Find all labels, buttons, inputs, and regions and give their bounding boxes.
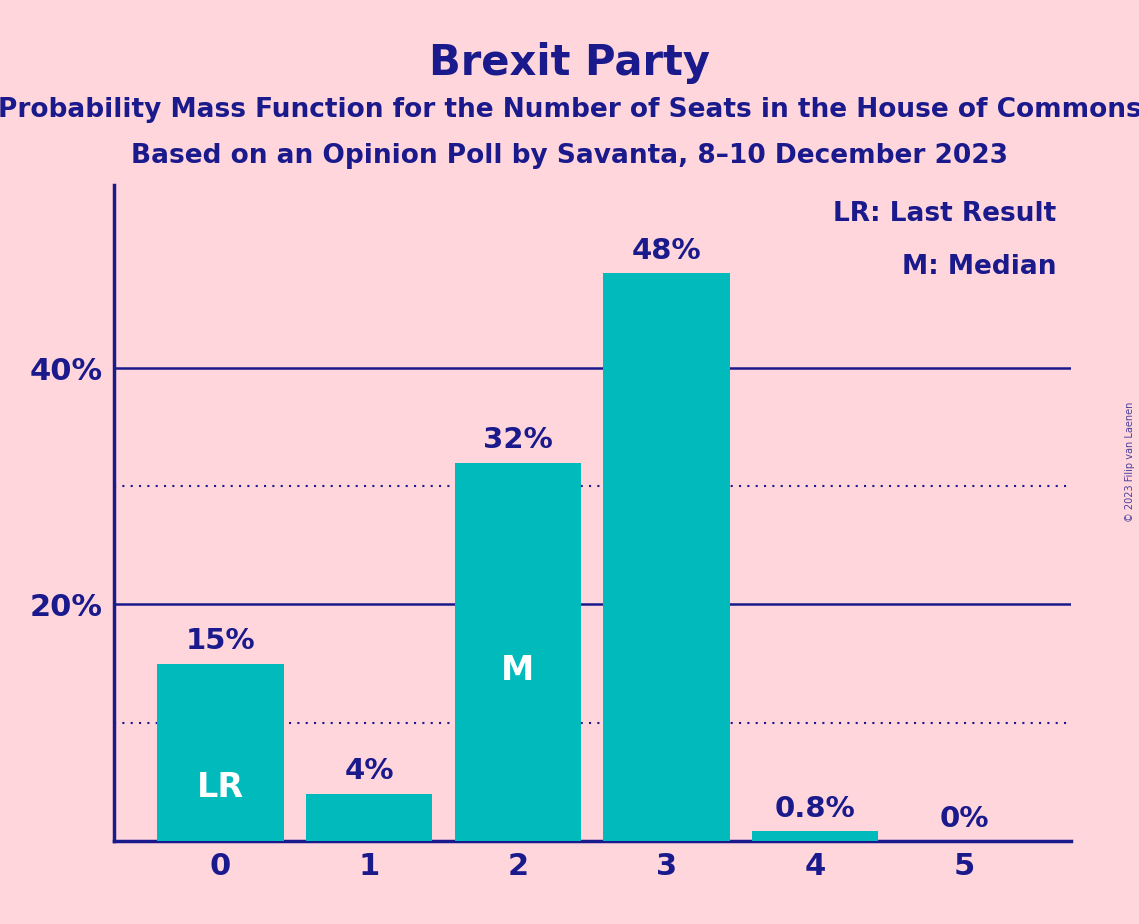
Text: 15%: 15% — [186, 627, 255, 655]
Text: M: M — [501, 654, 534, 687]
Text: LR: LR — [197, 772, 244, 804]
Text: 4%: 4% — [344, 758, 394, 785]
Bar — [752, 832, 878, 841]
Text: LR: Last Result: LR: Last Result — [833, 201, 1056, 227]
Text: 32%: 32% — [483, 426, 552, 455]
Bar — [604, 274, 730, 841]
Text: Based on an Opinion Poll by Savanta, 8–10 December 2023: Based on an Opinion Poll by Savanta, 8–1… — [131, 143, 1008, 169]
Text: M: Median: M: Median — [902, 254, 1056, 280]
Text: 0.8%: 0.8% — [775, 796, 855, 823]
Text: Brexit Party: Brexit Party — [429, 42, 710, 83]
Bar — [157, 663, 284, 841]
Bar — [306, 794, 433, 841]
Text: 48%: 48% — [632, 237, 702, 265]
Text: © 2023 Filip van Laenen: © 2023 Filip van Laenen — [1125, 402, 1134, 522]
Text: 0%: 0% — [940, 805, 989, 833]
Text: Probability Mass Function for the Number of Seats in the House of Commons: Probability Mass Function for the Number… — [0, 97, 1139, 123]
Bar — [454, 463, 581, 841]
